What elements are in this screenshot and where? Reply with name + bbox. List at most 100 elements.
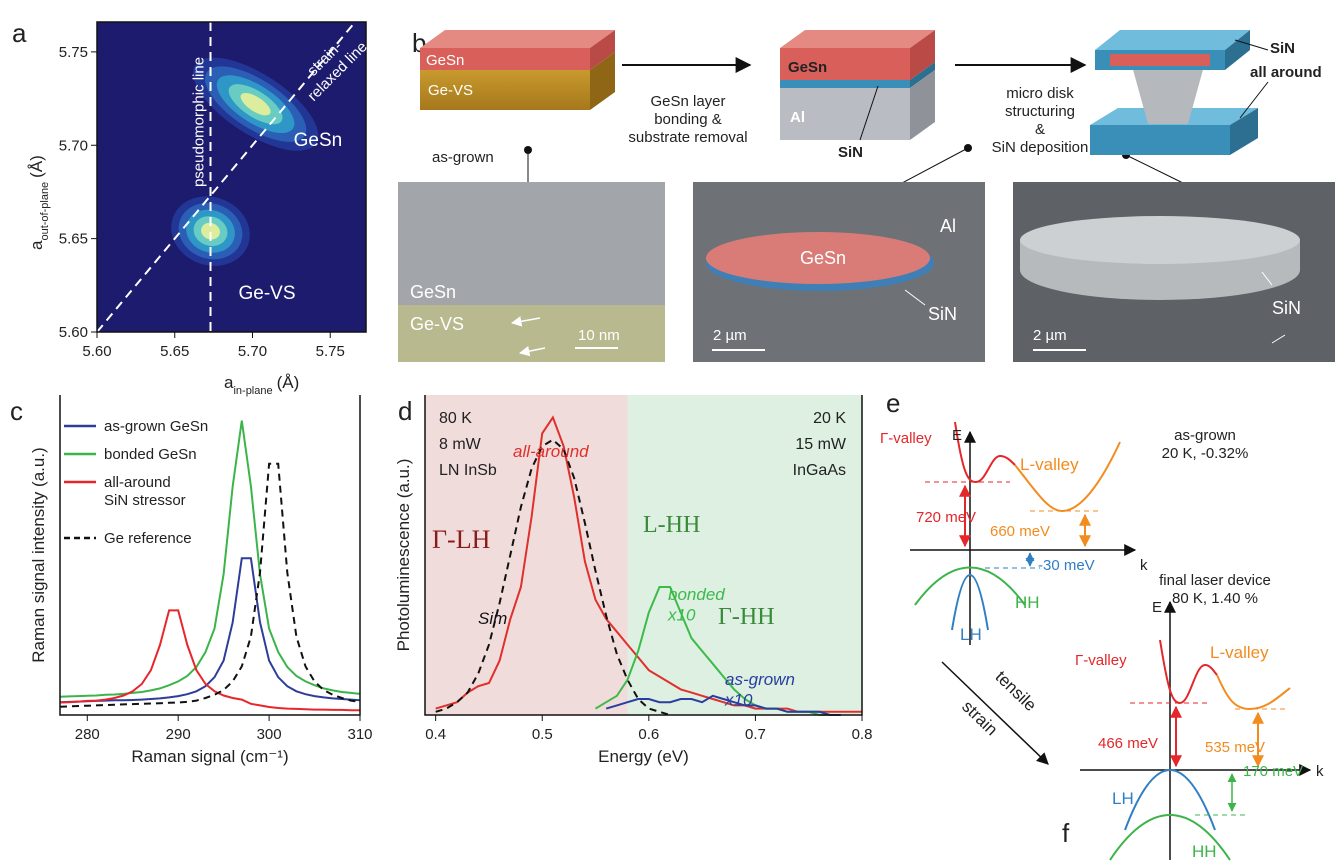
gap-label: 170 meV (1243, 763, 1303, 780)
gap-label: -30 meV (1038, 557, 1095, 574)
x-tick-label: 310 (347, 726, 372, 743)
gap-label: 466 meV (1098, 735, 1158, 752)
layer-label: GeSn (426, 52, 464, 69)
gap-label: 660 meV (990, 523, 1050, 540)
valley-label: L-valley (1210, 643, 1269, 662)
scale-bar-label: 2 µm (713, 327, 747, 344)
valley-label: L-valley (1020, 455, 1079, 474)
connector (1126, 155, 1185, 184)
gap-label: 720 meV (916, 509, 976, 526)
axis-label: E (952, 427, 962, 444)
x-tick-label: 0.8 (852, 726, 873, 743)
x-tick-label: 0.7 (745, 726, 766, 743)
panel-label: d (398, 396, 412, 426)
text-line: as-grown (1174, 427, 1236, 444)
y-tick-label: 5.70 (59, 137, 88, 154)
text-line: x10 (724, 690, 753, 709)
x-tick-label: 280 (75, 726, 100, 743)
region-label: 15 mW (795, 436, 847, 453)
y-tick-label: 5.60 (59, 324, 88, 341)
micrograph-label: GeSn (410, 282, 456, 302)
y-axis-label: Photoluminescence (a.u.) (394, 459, 413, 652)
series-label: all-around (513, 442, 589, 461)
x-tick-label: 5.60 (82, 343, 111, 360)
x-tick-label: 290 (166, 726, 191, 743)
layer-label: Ge-VS (428, 82, 473, 99)
legend-label: bonded GeSn (104, 446, 197, 463)
connector-dot (964, 144, 972, 152)
layer-label: all around (1250, 64, 1322, 81)
layer-label: Al (790, 109, 805, 126)
axis-frame (60, 395, 360, 715)
legend-label: as-grown GeSn (104, 418, 208, 435)
band-label: LH (1112, 789, 1134, 808)
text-line: structuring (1005, 103, 1075, 120)
transition-label: tensile (992, 667, 1041, 715)
axis-unit: (Å) (277, 373, 300, 392)
annotation: Γ-HH (718, 604, 775, 630)
layer-label: GeSn (788, 59, 827, 76)
text-line: & (1035, 121, 1045, 138)
text-line: final laser device (1159, 572, 1271, 589)
layer-label: SiN (838, 144, 863, 161)
micrograph-label: SiN (1272, 298, 1301, 318)
transition-label: strain (958, 697, 1001, 740)
peak-label: Ge-VS (239, 283, 296, 304)
text-line: as-grown (725, 670, 795, 689)
region-label: LN InSb (439, 462, 497, 479)
text-line: bonding & (654, 111, 722, 128)
region-label: InGaAs (793, 462, 846, 479)
x-tick-label: 5.70 (238, 343, 267, 360)
micrograph-label: Al (940, 216, 956, 236)
annotation: pseudomorphic line (191, 57, 208, 187)
axis-label: k (1140, 557, 1148, 574)
x-tick-label: 0.5 (532, 726, 553, 743)
scale-bar-label: 10 nm (578, 327, 620, 344)
region-label: 8 mW (439, 436, 482, 453)
text-line: micro disk (1006, 85, 1074, 102)
band-label: LH (960, 625, 982, 644)
x-axis-label: ain-plane(Å) (224, 373, 299, 397)
series-line (60, 558, 360, 702)
text-line: 20 K, -0.32% (1162, 445, 1249, 462)
valley-label: Γ-valley (880, 430, 932, 447)
text-line: 80 K, 1.40 % (1172, 590, 1258, 607)
panel-label: e (886, 388, 900, 418)
micrograph-label: GeSn (800, 248, 846, 268)
condition-label: final laser device80 K, 1.40 % (1159, 572, 1271, 607)
x-axis-label: Energy (eV) (598, 747, 689, 766)
text-line: all-around (104, 474, 171, 491)
region-label: 20 K (813, 410, 846, 427)
text-line: substrate removal (628, 129, 747, 146)
scale-bar-label: 2 µm (1033, 327, 1067, 344)
x-tick-label: 0.6 (638, 726, 659, 743)
panel-label: f (1062, 818, 1070, 848)
x-tick-label: 300 (257, 726, 282, 743)
micrograph-tem (398, 182, 665, 362)
peak-label: GeSn (294, 130, 343, 151)
axis-subscript: in-plane (233, 385, 272, 397)
series-label: Sim (478, 609, 507, 628)
micrograph-label: SiN (928, 304, 957, 324)
band-label: HH (1015, 593, 1040, 612)
annotation: Γ-LH (432, 525, 491, 554)
x-tick-label: 5.65 (160, 343, 189, 360)
region-label: 80 K (439, 410, 472, 427)
panel-label: a (12, 18, 27, 48)
band-label: HH (1192, 842, 1217, 861)
connector-dot (524, 146, 532, 154)
gap-label: 535 meV (1205, 739, 1265, 756)
text-line: SiN stressor (104, 492, 186, 509)
text-line: bonded (668, 585, 725, 604)
x-tick-label: 0.4 (425, 726, 446, 743)
axis-label: E (1152, 599, 1162, 616)
layer-label: SiN (1270, 40, 1295, 57)
y-tick-label: 5.75 (59, 44, 88, 61)
axis-label: k (1316, 763, 1324, 780)
stage-label: as-grown (432, 149, 494, 166)
axis-unit: (Å) (27, 155, 46, 178)
text-line: x10 (667, 605, 696, 624)
